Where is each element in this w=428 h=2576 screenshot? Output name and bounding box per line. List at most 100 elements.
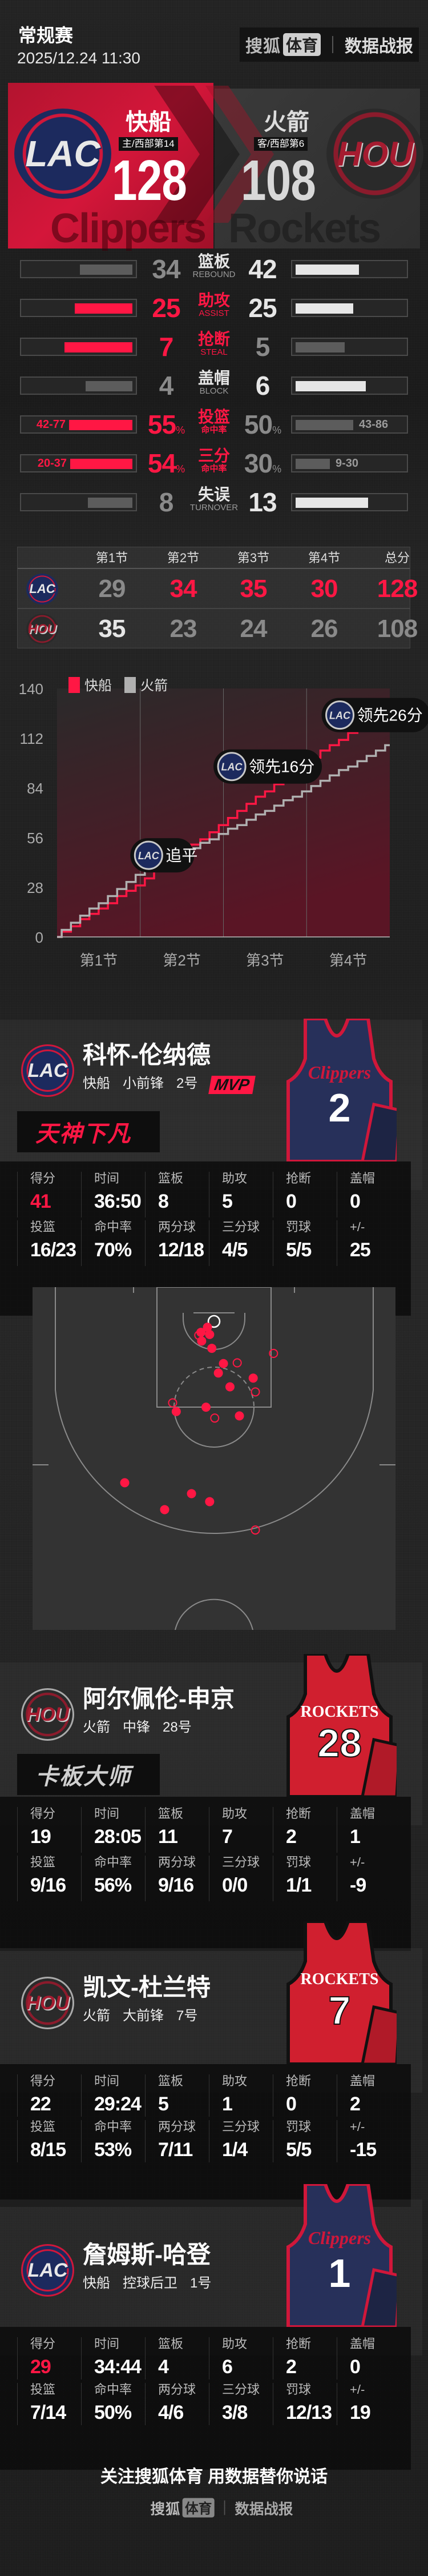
quarter-score: 29 [98,575,126,603]
stat-value: 53% [94,2139,132,2161]
stat-value: 9/16 [158,1874,194,1896]
stat-value: 0 [350,2356,361,2378]
x-tick-label: 第4节 [329,952,367,969]
stat-cell: 助攻 6 [209,2337,273,2379]
player-title-banner: 卡板大师 [17,1754,160,1795]
stat-cell: 抢断 0 [273,2074,337,2117]
player-team: 快船 [83,1076,110,1091]
shot-made [203,1323,212,1332]
player-number: 1号 [190,2275,212,2291]
quarter-score: 34 [169,575,197,603]
away-stat-bar [291,493,408,511]
player-info: 快船 控球后卫 1号 [83,2275,211,2291]
mvp-badge: MVP [208,1076,256,1094]
quarter-score: 26 [310,615,338,643]
stat-label: 罚球 [286,2382,312,2397]
center-circle [175,1599,253,1630]
player-info: 快船 小前锋 2号 [83,1076,197,1092]
stat-cell: 时间 34:44 [81,2337,145,2379]
away-team-logo: HOU [26,614,58,644]
away-bar-fill [296,420,353,430]
stat-label: 盖帽 [350,1171,375,1185]
player-number: 2号 [176,1076,198,1091]
home-stat-value: 7 [159,332,174,362]
stat-label-en: STEAL [200,347,228,357]
stat-cell: 抢断 2 [273,1807,337,1853]
footer-slogan: 关注搜狐体育 用数据替你说话 [100,2467,328,2486]
stat-label-cn: 三分 [197,447,230,464]
away-stat-bar [291,260,408,278]
home-bar-fill [86,381,132,391]
annotation: LAC 领先26分 [321,698,428,732]
stat-value: 9/16 [30,1874,66,1896]
away-bar-fill [296,381,366,391]
away-stat-bar: 9-30 [291,454,408,472]
svg-text:LAC: LAC [138,850,160,862]
home-team-rank: 主/西部第14 [119,137,178,151]
home-stat-value: 8 [159,487,174,517]
stat-cell: 两分球 12/18 [145,1220,209,1266]
footer-brand-logo: 搜狐 体育 数据战报 [146,2493,298,2522]
stat-cell: +/- -9 [337,1856,401,1901]
shot-missed [251,1525,260,1535]
stat-value: 2 [286,2356,297,2378]
stat-value: 1 [350,1826,361,1848]
stat-label-cn: 篮板 [197,253,230,270]
stat-value: 1/1 [286,1874,312,1896]
stat-cell: 盖帽 1 [337,1807,401,1853]
player-team-logo: HOU [21,1688,74,1741]
stat-value: 2 [286,1826,297,1848]
brand-tiyu: 体育 [283,33,321,56]
stat-value: 5/5 [286,2139,312,2161]
stat-value: 3/8 [222,2402,248,2423]
stat-cell: 两分球 9/16 [145,1856,209,1901]
stat-value: 6 [222,2356,233,2378]
stat-label-cn: 抢断 [197,330,230,348]
stat-cell: 抢断 2 [273,2337,337,2379]
stat-cell: +/- -15 [337,2120,401,2162]
stat-label: +/- [350,2120,365,2134]
player-team: 火箭 [83,2008,110,2024]
player-position: 小前锋 [123,1076,164,1091]
stat-label: 时间 [94,2074,120,2088]
stat-value: 11 [158,1826,178,1848]
stat-cell: 投篮 16/23 [17,1220,81,1266]
stat-label: 两分球 [158,1220,196,1234]
away-bar-fill [296,303,353,314]
stat-label: 助攻 [222,1806,248,1821]
home-stat-bar [20,376,137,395]
svg-text:7: 7 [329,1988,351,2033]
stat-label: 两分球 [158,1855,196,1869]
paint [156,1287,272,1408]
player-team-logo: LAC [21,1044,74,1097]
annotation: LAC 追平 [130,838,197,873]
shot-made [225,1382,235,1392]
shot-missed [269,1348,278,1358]
score-trend-chart: 0 28 56 84 112 140 第1节 第2节 第3节 第4节 快船 火箭 LAC 追平 LAC 领先1… [19,677,428,969]
jersey-image: Clippers 1 [286,2184,397,2327]
home-stat-value: 34 [152,254,180,284]
stat-cell: 命中率 50% [81,2383,145,2425]
divider [224,2500,225,2515]
player-name: 凯文-杜兰特 [83,1974,211,2001]
stat-cell: 得分 41 [17,1172,81,1217]
stat-value: 1/4 [222,2139,248,2161]
quarter-header: 第3节 [237,551,270,565]
quarter-score: 35 [240,575,268,603]
player-name: 詹姆斯-哈登 [83,2241,211,2268]
away-team-rank: 客/西部第6 [254,137,308,151]
stat-cell: 命中率 56% [81,1856,145,1901]
svg-text:ROCKETS: ROCKETS [301,1970,379,1988]
stat-value: 41 [30,1191,51,1212]
away-team-logo: HOU [326,109,423,199]
stat-cell: 助攻 7 [209,1807,273,1853]
home-team-logo: LAC [14,109,111,199]
stat-cell: 三分球 3/8 [209,2383,273,2425]
home-score: 128 [112,149,187,213]
quarter-header: 总分 [384,551,410,565]
stat-value: -9 [350,1874,366,1896]
series-line-away [57,744,390,938]
stat-label: 得分 [30,2074,56,2088]
x-tick-label: 第1节 [80,952,118,969]
